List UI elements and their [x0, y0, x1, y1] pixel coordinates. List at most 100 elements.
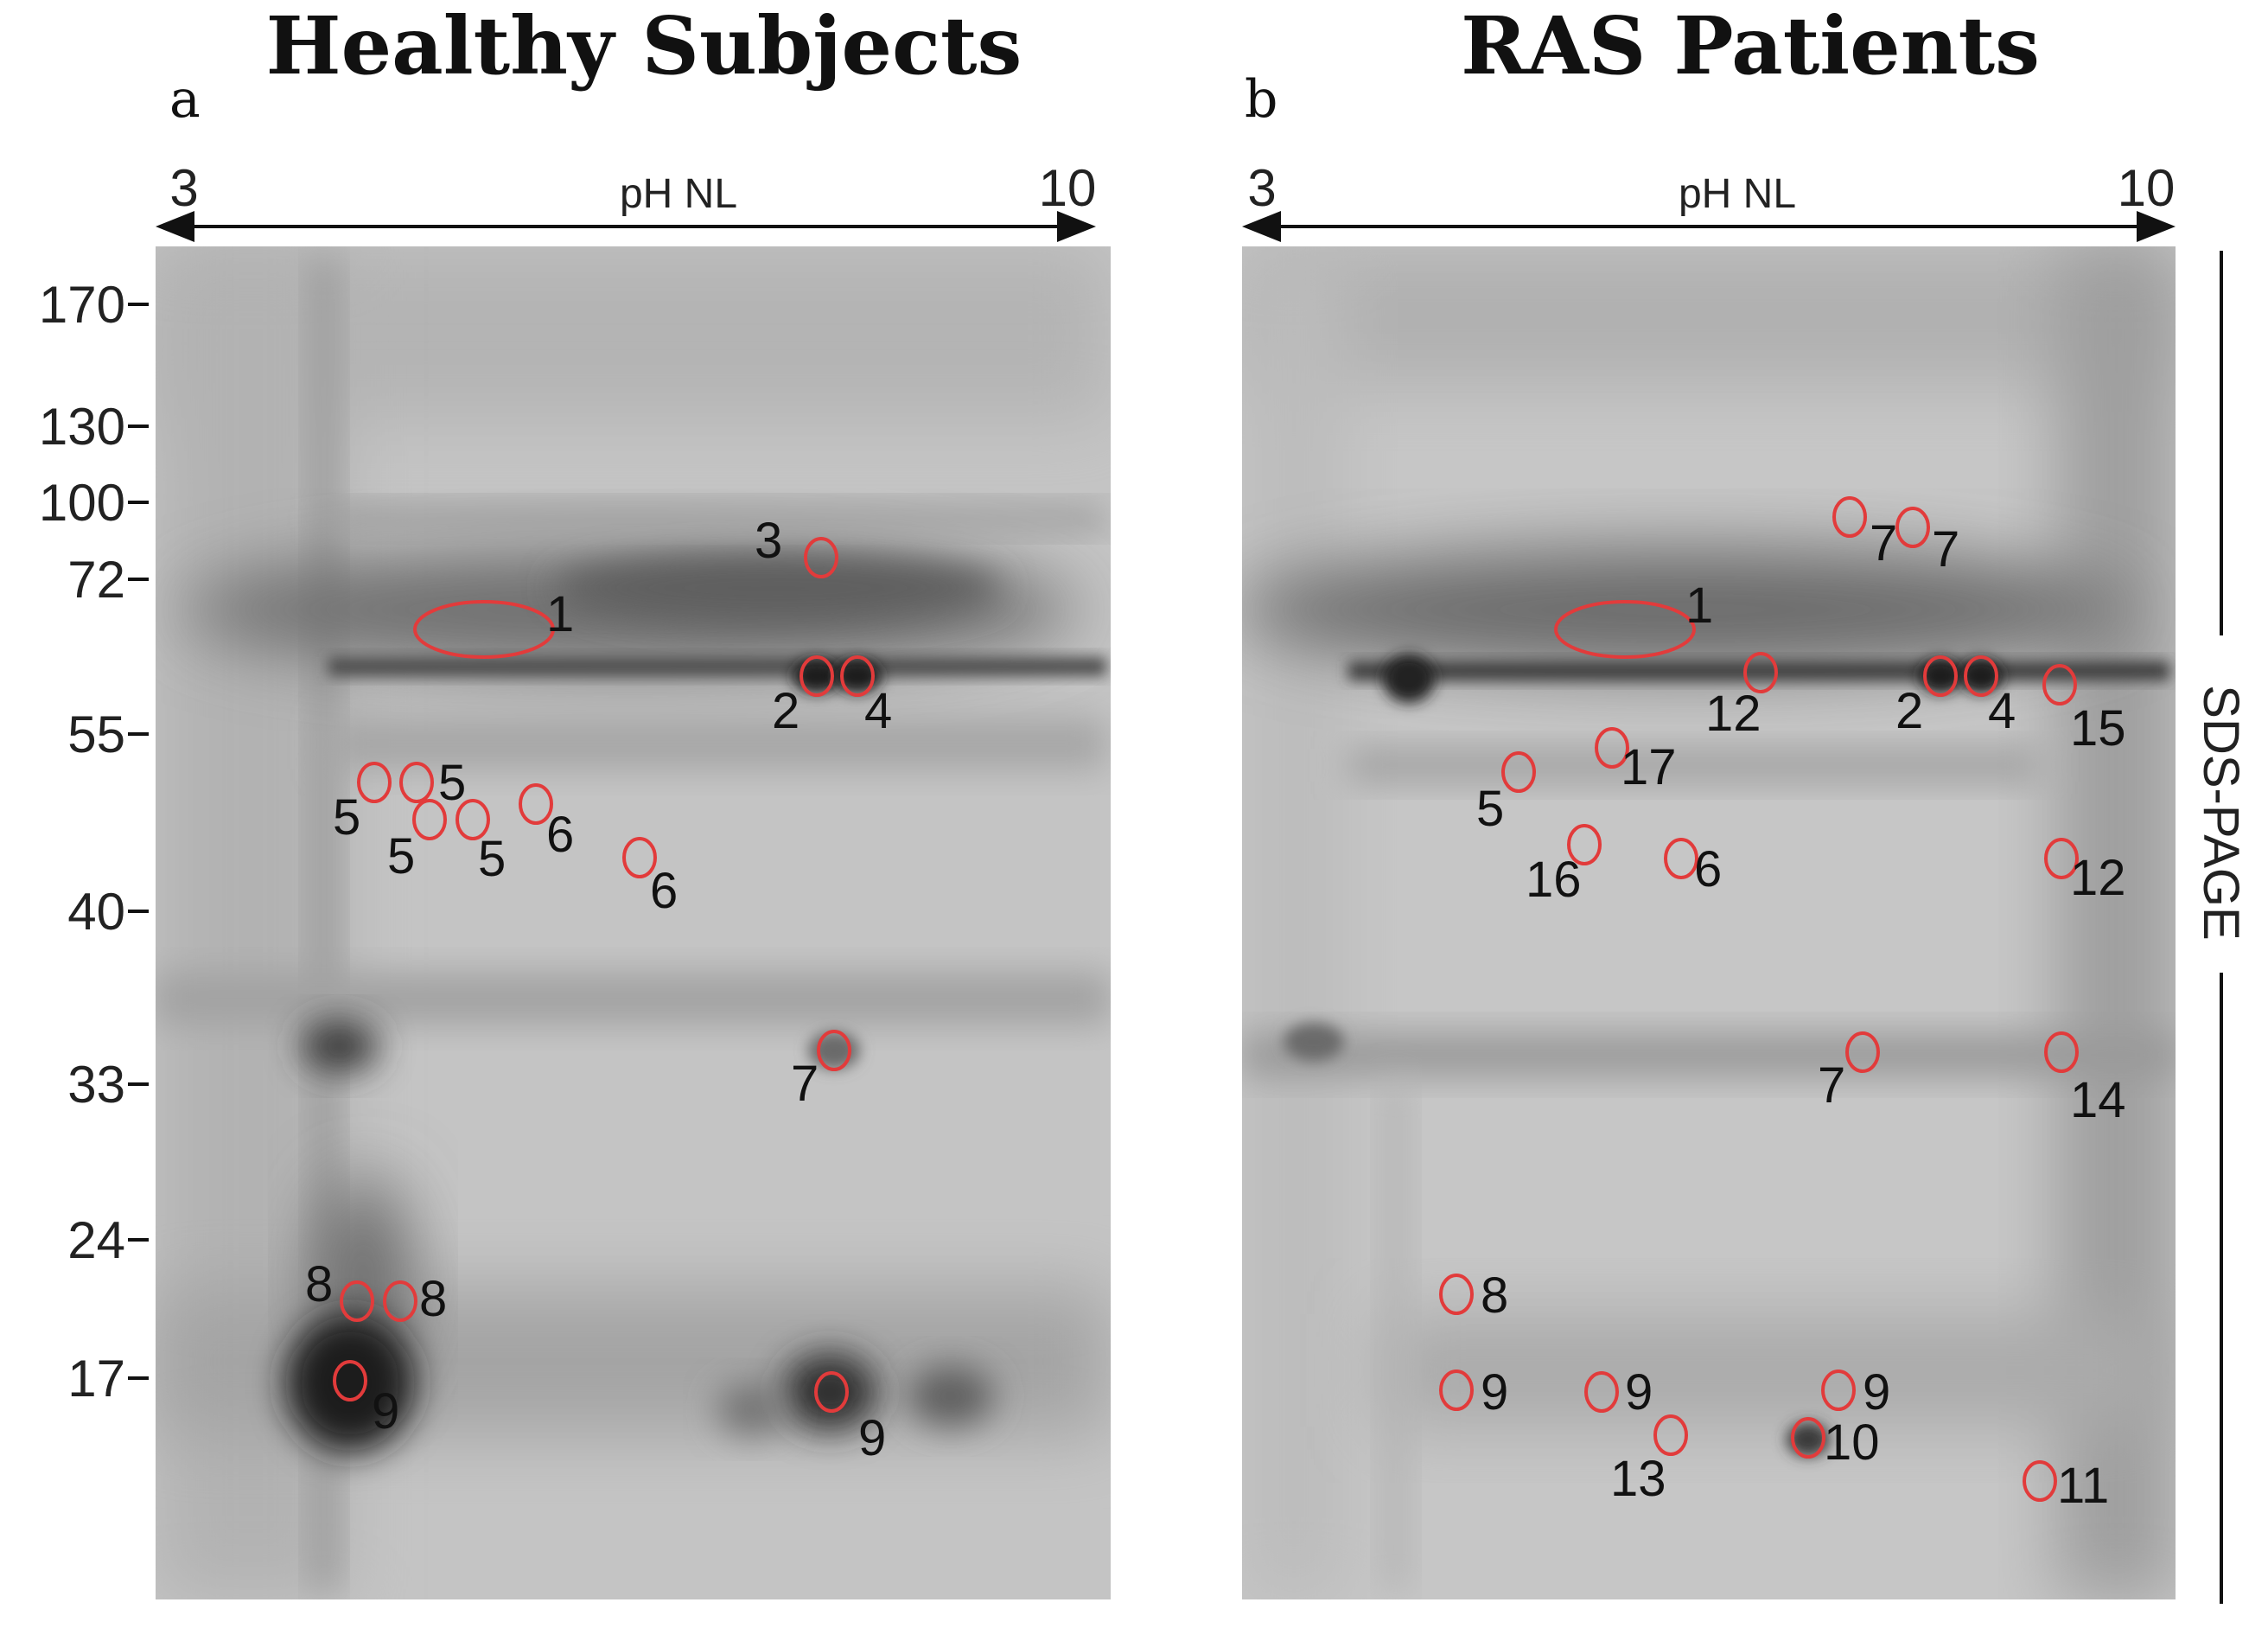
spot-label: 1 — [546, 586, 574, 642]
spot-label: 10 — [1824, 1414, 1880, 1471]
panel-b-gel — [1242, 246, 2176, 1599]
spot-label: 9 — [372, 1383, 399, 1440]
spot-circle — [804, 537, 838, 578]
spot-label: 12 — [2070, 850, 2126, 906]
spot-circle — [1832, 496, 1867, 538]
spot-label: 5 — [387, 828, 415, 884]
panel-b-spots: 1 2 4 5 6 7 7 7 8 9 9 9 10 — [1439, 496, 2126, 1514]
panel-a-title: Healthy Subjects — [266, 0, 1023, 93]
spot-label: 9 — [1625, 1364, 1653, 1421]
spot-label: 14 — [2070, 1072, 2126, 1128]
mw-label: 24 — [67, 1211, 125, 1269]
mw-label: 55 — [67, 705, 125, 763]
spot-label: 6 — [650, 863, 678, 919]
spot-label: 4 — [864, 683, 892, 739]
spot-label: 12 — [1705, 686, 1762, 742]
spot-circle — [357, 762, 392, 803]
mw-label: 40 — [67, 883, 125, 941]
panel-a-ph-arrow-right-head — [1057, 211, 1096, 242]
spot-label: 7 — [1818, 1057, 1845, 1114]
panel-b-ph-arrow-left-head — [1242, 211, 1281, 242]
panel-a-ph-right: 10 — [1039, 159, 1097, 217]
spot-label: 5 — [478, 831, 506, 887]
mw-label: 17 — [67, 1350, 125, 1408]
panel-b-ph-left: 3 — [1247, 159, 1276, 217]
spot-circle — [1845, 1031, 1880, 1073]
spot-label: 9 — [1481, 1364, 1508, 1421]
mw-label: 130 — [39, 398, 125, 456]
panel-b-label: b — [1245, 69, 1277, 130]
spot-label: 6 — [546, 807, 574, 863]
spot-label: 9 — [858, 1410, 886, 1466]
spot-circle — [1653, 1414, 1688, 1456]
spot-circle — [1923, 655, 1958, 697]
spot-circle — [340, 1280, 374, 1322]
spot-label: 8 — [1481, 1267, 1508, 1324]
mw-label: 100 — [39, 474, 125, 532]
spot-circle — [412, 799, 447, 840]
spot-label: 11 — [2057, 1458, 2109, 1514]
panel-b-ph-axis: 3 10 pH NL — [1242, 159, 2176, 242]
spot-label: 2 — [772, 683, 800, 739]
spot-circle — [840, 655, 875, 697]
spot-label: 4 — [1988, 683, 2016, 739]
spot-label: 6 — [1694, 841, 1722, 897]
spot-label: 5 — [438, 755, 466, 811]
spot-label: 8 — [305, 1256, 333, 1312]
spot-label: 17 — [1621, 739, 1677, 795]
panel-a-ph-left: 3 — [169, 159, 198, 217]
panel-a-ph-arrow-left-head — [156, 211, 194, 242]
panel-b: RAS Patients b 3 10 pH NL — [1242, 0, 2249, 1604]
spot-circle — [1743, 652, 1778, 693]
spot-circle — [1895, 507, 1930, 548]
spot-label: 7 — [1870, 515, 1897, 571]
spot-label: 7 — [1932, 521, 1959, 578]
panel-a-label: a — [169, 69, 201, 130]
spot-circle — [456, 799, 490, 840]
spot-circle — [413, 600, 555, 659]
spot-circle — [1439, 1274, 1474, 1315]
spot-label: 5 — [1476, 781, 1504, 837]
mw-axis: 170 130 100 72 55 40 33 24 17 — [39, 276, 149, 1408]
spot-circle — [1584, 1371, 1619, 1413]
spot-circle — [1567, 824, 1602, 865]
spot-circle — [1964, 655, 1998, 697]
spot-circle — [1554, 600, 1696, 659]
spot-circle — [1439, 1369, 1474, 1411]
spot-circle — [519, 783, 553, 825]
spot-circle — [622, 837, 657, 878]
spot-circle — [1791, 1417, 1825, 1459]
panel-b-ph-label: pH NL — [1679, 171, 1796, 217]
panel-b-ph-arrow-right-head — [2137, 211, 2176, 242]
spot-label: 2 — [1895, 683, 1923, 739]
spot-circle — [333, 1360, 367, 1401]
spot-circle — [399, 762, 434, 803]
spot-label: 13 — [1610, 1451, 1666, 1507]
spot-circle — [1595, 727, 1629, 769]
spot-circle — [814, 1371, 849, 1413]
spot-circle — [2042, 664, 2077, 705]
spot-label: 5 — [333, 789, 360, 846]
panel-a-gel — [156, 246, 1111, 1599]
sds-page-label: SDS-PAGE — [2193, 685, 2249, 940]
spot-label: 3 — [755, 513, 782, 569]
spot-circle — [1664, 838, 1698, 879]
mw-label: 72 — [67, 551, 125, 609]
spot-label: 8 — [419, 1271, 447, 1327]
spot-label: 16 — [1526, 852, 1582, 908]
spot-label: 7 — [791, 1056, 819, 1112]
panel-b-ph-right: 10 — [2118, 159, 2176, 217]
panel-b-title: RAS Patients — [1461, 0, 2040, 93]
panel-a-ph-axis: 3 10 pH NL — [156, 159, 1096, 242]
mw-label: 170 — [39, 276, 125, 334]
spot-label: 15 — [2070, 700, 2126, 757]
spot-circle — [2044, 1031, 2079, 1073]
spot-circle — [2044, 838, 2079, 879]
spot-circle — [1501, 751, 1536, 793]
spot-circle — [2023, 1460, 2057, 1502]
spot-label: 1 — [1685, 578, 1713, 634]
panel-a-spots: 1 2 3 4 5 5 5 5 6 6 7 8 8 — [305, 513, 892, 1466]
panel-a-ph-label: pH NL — [620, 171, 737, 217]
spot-circle — [817, 1030, 851, 1071]
